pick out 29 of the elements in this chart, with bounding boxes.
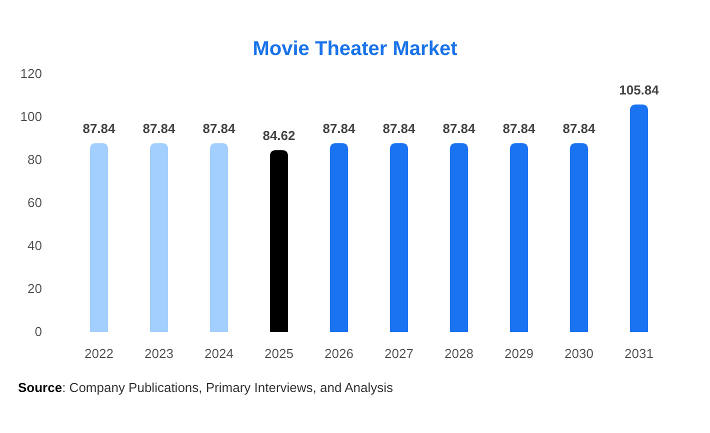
data-label: 87.84	[142, 121, 176, 136]
data-label: 87.84	[502, 121, 536, 136]
data-label: 105.84	[619, 82, 660, 98]
y-tick-label: 80	[28, 152, 42, 167]
data-label: 87.84	[82, 121, 116, 136]
x-tick-label: 2025	[264, 346, 294, 361]
x-tick-label: 2027	[384, 346, 414, 361]
data-label: 87.84	[562, 121, 596, 136]
source-note: Source: Company Publications, Primary Interviews, and Analysis	[18, 380, 394, 395]
y-tick-label: 100	[20, 109, 42, 124]
data-label: 87.84	[382, 121, 416, 136]
y-tick-label: 60	[28, 195, 42, 210]
y-tick-label: 40	[28, 238, 42, 253]
y-tick-label: 0	[34, 324, 42, 339]
x-tick-label: 2028	[444, 346, 474, 361]
y-tick-label: 20	[28, 281, 42, 296]
data-label: 87.84	[202, 121, 236, 136]
x-tick-label: 2030	[564, 346, 594, 361]
x-tick-label: 2022	[84, 346, 114, 361]
x-tick-label: 2026	[324, 346, 354, 361]
chart-title: Movie Theater Market	[252, 38, 458, 60]
x-tick-label: 2024	[204, 346, 234, 361]
y-tick-label: 120	[20, 66, 42, 81]
data-label: 87.84	[322, 121, 356, 136]
x-tick-label: 2031	[624, 346, 654, 361]
data-label: 87.84	[442, 121, 476, 136]
data-label: 84.62	[262, 128, 296, 144]
x-tick-label: 2029	[504, 346, 534, 361]
x-tick-label: 2023	[144, 346, 174, 361]
